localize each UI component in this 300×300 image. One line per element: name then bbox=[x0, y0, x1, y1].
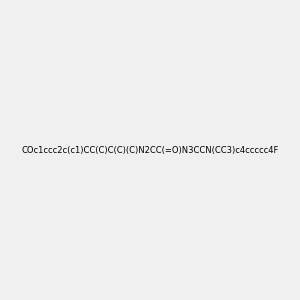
Text: COc1ccc2c(c1)CC(C)C(C)(C)N2CC(=O)N3CCN(CC3)c4ccccc4F: COc1ccc2c(c1)CC(C)C(C)(C)N2CC(=O)N3CCN(C… bbox=[21, 146, 279, 154]
